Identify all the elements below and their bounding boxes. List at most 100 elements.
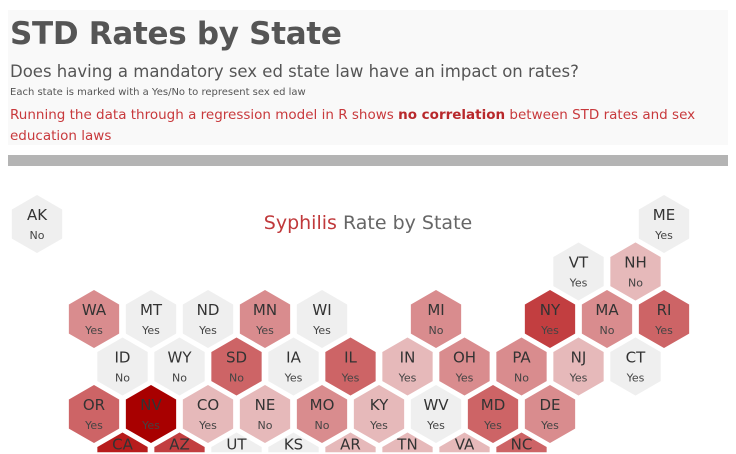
state-abbr: NE: [255, 396, 276, 414]
chart-title: Syphilis Rate by State: [0, 212, 736, 234]
state-hex-ks[interactable]: KS: [265, 429, 322, 454]
state-hex-nj[interactable]: NJ Yes: [550, 334, 607, 399]
state-abbr: AZ: [169, 436, 190, 454]
sex-ed-law-label: Yes: [398, 372, 417, 385]
state-abbr: AK: [27, 206, 48, 224]
state-hex-mi[interactable]: MI No: [408, 287, 464, 351]
finding-pre: Running the data through a regression mo…: [10, 107, 399, 123]
state-hex-ne[interactable]: NE No: [237, 382, 293, 446]
state-hex-mt[interactable]: MT Yes: [123, 287, 179, 351]
hex-shape: [66, 287, 122, 351]
state-abbr: ND: [197, 301, 220, 319]
state-abbr: MT: [140, 301, 163, 319]
state-hex-nd[interactable]: ND Yes: [180, 287, 236, 351]
state-hex-pa[interactable]: PA No: [493, 334, 550, 399]
sex-ed-law-label: Yes: [198, 419, 217, 432]
finding-post: between STD rates and sex education laws: [10, 107, 696, 144]
divider: [8, 155, 728, 166]
state-hex-in[interactable]: IN Yes: [379, 334, 436, 399]
state-abbr: PA: [512, 349, 531, 367]
chart-title-rest: Rate by State: [336, 212, 473, 234]
state-abbr: IN: [400, 349, 416, 367]
state-hex-vt[interactable]: VT Yes: [550, 239, 607, 304]
hex-shape: [636, 287, 692, 351]
state-hex-ri[interactable]: RI Yes: [636, 287, 692, 351]
state-hex-ky[interactable]: KY Yes: [351, 382, 407, 446]
state-abbr: NH: [624, 254, 647, 272]
sex-ed-law-label: Yes: [312, 324, 331, 337]
sex-ed-law-label: Yes: [569, 372, 588, 385]
sex-ed-law-label: Yes: [84, 324, 103, 337]
hex-shape: [151, 334, 208, 399]
state-hex-tn[interactable]: TN: [379, 429, 436, 454]
sex-ed-law-label: Yes: [369, 419, 388, 432]
state-hex-mo[interactable]: MO No: [294, 382, 350, 446]
state-hex-wv[interactable]: WV Yes: [408, 382, 464, 446]
hex-shape: [123, 382, 179, 446]
sex-ed-law-label: Yes: [255, 324, 274, 337]
state-hex-id[interactable]: ID No: [94, 334, 151, 399]
state-abbr: WI: [312, 301, 331, 319]
state-abbr: CO: [197, 396, 219, 414]
state-hex-ak[interactable]: AK No: [9, 192, 65, 256]
state-hex-wa[interactable]: WA Yes: [66, 287, 122, 351]
chart-title-highlight: Syphilis: [263, 212, 337, 234]
state-abbr: MI: [427, 301, 444, 319]
state-abbr: CA: [112, 436, 133, 454]
sex-ed-law-label: Yes: [84, 419, 103, 432]
sex-ed-law-label: Yes: [626, 372, 645, 385]
sex-ed-law-label: Yes: [569, 277, 588, 290]
state-hex-wy[interactable]: WY No: [151, 334, 208, 399]
hex-shape: [636, 192, 692, 256]
state-hex-il[interactable]: IL Yes: [322, 334, 379, 399]
state-abbr: ID: [115, 349, 131, 367]
hex-shape: [180, 382, 236, 446]
sex-ed-law-label: No: [229, 372, 244, 385]
state-hex-md[interactable]: MD Yes: [465, 382, 521, 446]
hex-shape: [9, 192, 65, 256]
sex-ed-law-label: No: [600, 324, 615, 337]
state-abbr: NV: [140, 396, 162, 414]
state-abbr: TN: [396, 436, 417, 454]
state-abbr: RI: [657, 301, 672, 319]
sex-ed-law-label: Yes: [426, 419, 445, 432]
state-hex-mn[interactable]: MN Yes: [237, 287, 293, 351]
state-hex-de[interactable]: DE Yes: [522, 382, 578, 446]
state-hex-nv[interactable]: NV Yes: [123, 382, 179, 446]
sex-ed-law-label: Yes: [483, 419, 502, 432]
state-hex-co[interactable]: CO Yes: [180, 382, 236, 446]
hex-shape: [493, 334, 550, 399]
sex-ed-law-label: Yes: [540, 419, 559, 432]
state-hex-me[interactable]: ME Yes: [636, 192, 692, 256]
sex-ed-law-label: Yes: [141, 419, 160, 432]
state-hex-oh[interactable]: OH Yes: [436, 334, 493, 399]
state-hex-ct[interactable]: CT Yes: [607, 334, 664, 399]
sex-ed-law-label: Yes: [284, 372, 303, 385]
state-abbr: MN: [253, 301, 277, 319]
state-abbr: IA: [286, 349, 301, 367]
state-hex-wi[interactable]: WI Yes: [294, 287, 350, 351]
state-hex-sd[interactable]: SD No: [208, 334, 265, 399]
sex-ed-law-label: No: [172, 372, 187, 385]
hex-shape: [94, 334, 151, 399]
hex-shape: [408, 382, 464, 446]
state-hex-ma[interactable]: MA No: [579, 287, 635, 351]
state-hex-ia[interactable]: IA Yes: [265, 334, 322, 399]
hex-shape: [436, 334, 493, 399]
sex-ed-law-label: Yes: [341, 372, 360, 385]
state-hex-or[interactable]: OR Yes: [66, 382, 122, 446]
hex-shape: [579, 287, 635, 351]
state-hex-nh[interactable]: NH No: [607, 239, 664, 304]
hex-shape: [123, 287, 179, 351]
state-abbr: ME: [653, 206, 675, 224]
state-hex-ny[interactable]: NY Yes: [522, 287, 578, 351]
hex-shape: [237, 287, 293, 351]
hex-shape: [66, 382, 122, 446]
hex-shape: [294, 382, 350, 446]
state-abbr: OR: [83, 396, 105, 414]
hex-shape: [465, 382, 521, 446]
hex-shape: [265, 334, 322, 399]
page-note: Each state is marked with a Yes/No to re…: [10, 87, 306, 98]
sex-ed-law-label: No: [258, 419, 273, 432]
